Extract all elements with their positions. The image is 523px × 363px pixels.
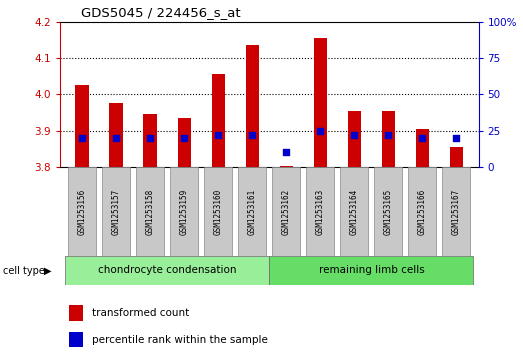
Text: GSM1253156: GSM1253156 [78, 188, 87, 234]
FancyBboxPatch shape [340, 167, 368, 256]
Text: GSM1253159: GSM1253159 [180, 188, 189, 234]
Bar [177, 118, 191, 167]
Point [384, 132, 393, 138]
Bar [450, 147, 463, 167]
Text: transformed count: transformed count [92, 309, 189, 318]
Point [180, 135, 188, 141]
Bar [314, 38, 327, 167]
Bar [211, 74, 225, 167]
Text: GSM1253166: GSM1253166 [418, 188, 427, 234]
Bar [348, 111, 361, 167]
FancyBboxPatch shape [69, 167, 96, 256]
Text: GSM1253163: GSM1253163 [316, 188, 325, 234]
Text: GSM1253157: GSM1253157 [112, 188, 121, 234]
Text: GSM1253160: GSM1253160 [214, 188, 223, 234]
Bar [245, 45, 259, 167]
FancyBboxPatch shape [442, 167, 470, 256]
Bar [382, 111, 395, 167]
Point [418, 135, 427, 141]
FancyBboxPatch shape [374, 167, 402, 256]
Bar [75, 85, 89, 167]
FancyBboxPatch shape [272, 167, 300, 256]
Text: GDS5045 / 224456_s_at: GDS5045 / 224456_s_at [81, 6, 241, 19]
Bar [143, 114, 157, 167]
Point [146, 135, 154, 141]
Point [112, 135, 120, 141]
Bar [416, 129, 429, 167]
FancyBboxPatch shape [269, 256, 473, 285]
Point [282, 150, 291, 155]
FancyBboxPatch shape [170, 167, 198, 256]
Text: GSM1253167: GSM1253167 [452, 188, 461, 234]
FancyBboxPatch shape [204, 167, 232, 256]
FancyBboxPatch shape [238, 167, 266, 256]
FancyBboxPatch shape [137, 167, 164, 256]
Text: percentile rank within the sample: percentile rank within the sample [92, 335, 267, 345]
Point [78, 135, 86, 141]
Point [316, 128, 325, 134]
Text: chondrocyte condensation: chondrocyte condensation [98, 265, 236, 276]
Text: remaining limb cells: remaining limb cells [319, 265, 424, 276]
Point [452, 135, 461, 141]
FancyBboxPatch shape [65, 256, 269, 285]
Point [214, 132, 222, 138]
Text: GSM1253158: GSM1253158 [146, 188, 155, 234]
Text: GSM1253165: GSM1253165 [384, 188, 393, 234]
Bar [69, 305, 83, 321]
Text: GSM1253161: GSM1253161 [248, 188, 257, 234]
FancyBboxPatch shape [306, 167, 334, 256]
FancyBboxPatch shape [408, 167, 436, 256]
Point [350, 132, 359, 138]
Bar [109, 103, 123, 167]
Point [248, 132, 256, 138]
Text: cell type: cell type [3, 266, 44, 276]
Text: GSM1253162: GSM1253162 [282, 188, 291, 234]
Text: ▶: ▶ [44, 266, 51, 276]
Bar [280, 166, 293, 167]
Text: GSM1253164: GSM1253164 [350, 188, 359, 234]
Bar [69, 332, 83, 347]
FancyBboxPatch shape [103, 167, 130, 256]
